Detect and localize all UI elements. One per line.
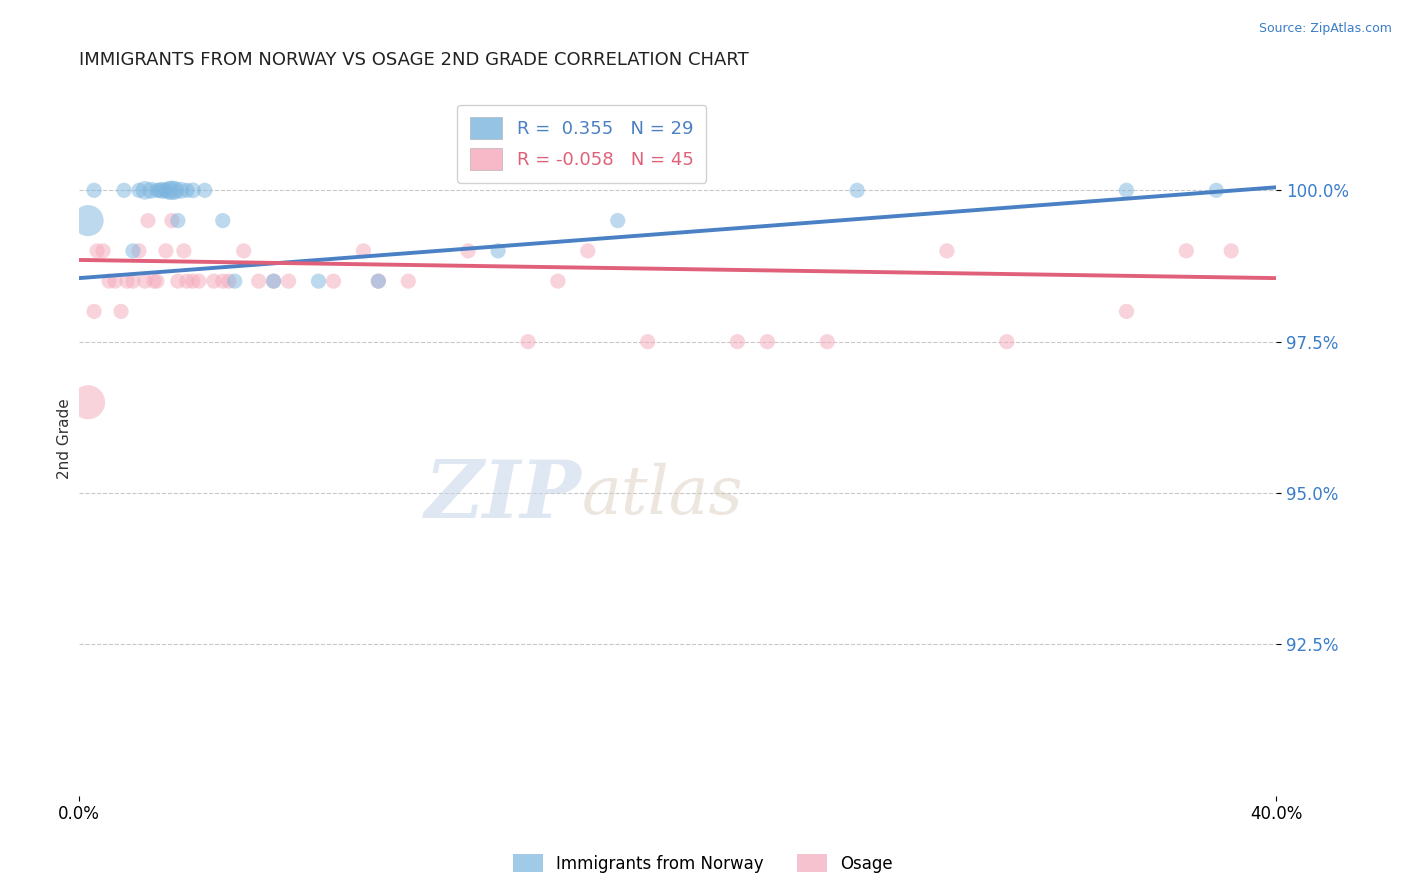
Point [547, 274, 569, 288]
Text: IMMIGRANTS FROM NORWAY VS OSAGE 2ND GRADE CORRELATION CHART: IMMIGRANTS FROM NORWAY VS OSAGE 2ND GRAD… [79, 51, 749, 69]
Point [104, 274, 127, 288]
Point [110, 304, 132, 318]
Point [155, 183, 177, 197]
Point [91, 244, 114, 258]
Point [128, 183, 150, 197]
Point [352, 244, 374, 258]
Point [277, 274, 299, 288]
Text: atlas: atlas [582, 463, 744, 528]
Point [167, 274, 190, 288]
Point [149, 183, 172, 197]
Point [935, 244, 957, 258]
Point [152, 183, 174, 197]
Point [112, 183, 135, 197]
Point [194, 183, 217, 197]
Point [247, 274, 270, 288]
Point [232, 244, 254, 258]
Point [86, 244, 108, 258]
Point [173, 244, 195, 258]
Point [77, 395, 100, 409]
Point [211, 213, 233, 227]
Point [846, 183, 869, 197]
Legend: R =  0.355   N = 29, R = -0.058   N = 45: R = 0.355 N = 29, R = -0.058 N = 45 [457, 104, 706, 183]
Point [367, 274, 389, 288]
Point [367, 274, 389, 288]
Point [170, 183, 193, 197]
Y-axis label: 2nd Grade: 2nd Grade [58, 398, 72, 479]
Text: Source: ZipAtlas.com: Source: ZipAtlas.com [1258, 22, 1392, 36]
Point [142, 274, 165, 288]
Point [98, 274, 121, 288]
Point [122, 244, 145, 258]
Point [1175, 244, 1198, 258]
Point [160, 213, 183, 227]
Point [202, 274, 225, 288]
Point [134, 183, 156, 197]
Point [637, 334, 659, 349]
Point [1220, 244, 1243, 258]
Point [727, 334, 749, 349]
Point [606, 213, 628, 227]
Point [128, 244, 150, 258]
Point [218, 274, 240, 288]
Point [308, 274, 330, 288]
Point [576, 244, 599, 258]
Point [263, 274, 285, 288]
Point [756, 334, 779, 349]
Point [1115, 183, 1137, 197]
Point [83, 304, 105, 318]
Point [211, 274, 233, 288]
Point [187, 274, 209, 288]
Point [1205, 183, 1227, 197]
Point [1115, 304, 1137, 318]
Point [457, 244, 479, 258]
Point [486, 244, 509, 258]
Point [815, 334, 838, 349]
Point [122, 274, 145, 288]
Point [224, 274, 246, 288]
Point [167, 213, 190, 227]
Point [77, 213, 100, 227]
Point [396, 274, 419, 288]
Point [263, 274, 285, 288]
Point [136, 213, 159, 227]
Point [139, 183, 162, 197]
Point [517, 334, 540, 349]
Point [157, 183, 180, 197]
Point [160, 183, 183, 197]
Text: ZIP: ZIP [425, 457, 582, 534]
Point [115, 274, 138, 288]
Point [322, 274, 344, 288]
Point [83, 183, 105, 197]
Point [176, 274, 198, 288]
Point [995, 334, 1018, 349]
Legend: Immigrants from Norway, Osage: Immigrants from Norway, Osage [506, 847, 900, 880]
Point [163, 183, 186, 197]
Point [181, 183, 204, 197]
Point [146, 274, 169, 288]
Point [176, 183, 198, 197]
Point [181, 274, 204, 288]
Point [155, 244, 177, 258]
Point [146, 183, 169, 197]
Point [134, 274, 156, 288]
